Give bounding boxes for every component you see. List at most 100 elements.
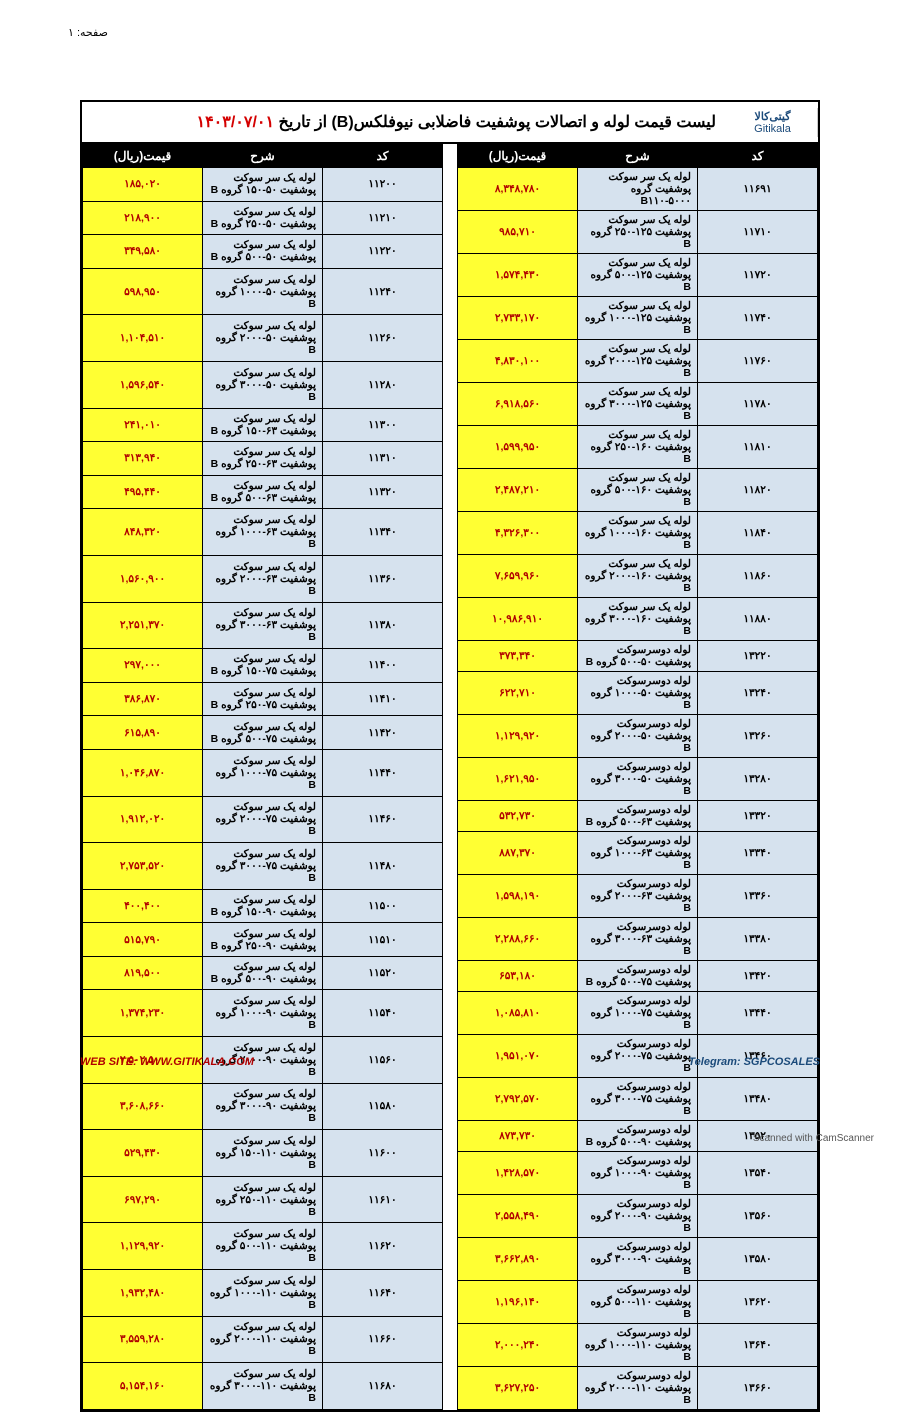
cell-price: ۱,۱۲۹,۹۲۰ [458, 715, 578, 758]
cell-code: ۱۱۴۶۰ [323, 796, 443, 843]
table-row: ۱۱۲۲۰لوله یک سر سوکت پوشفیت ۵۰-۵۰۰ گروه … [83, 235, 443, 269]
cell-code: ۱۱۲۰۰ [323, 168, 443, 202]
cell-price: ۱,۵۹۸,۱۹۰ [458, 875, 578, 918]
cell-code: ۱۱۸۶۰ [698, 555, 818, 598]
logo: گیتی‌کالا Gitikala [728, 108, 818, 137]
cell-price: ۱,۱۲۹,۹۲۰ [83, 1223, 203, 1270]
table-row: ۱۱۷۱۰لوله یک سر سوکت پوشفیت ۱۲۵-۲۵۰ گروه… [458, 211, 818, 254]
table-row: ۱۱۵۴۰لوله یک سر سوکت پوشفیت ۹۰-۱۰۰۰ گروه… [83, 990, 443, 1037]
footer: Telegram: SGPCOSALES WEB SITE: WWW.GITIK… [80, 1056, 820, 1068]
cell-price: ۴,۸۳۰,۱۰۰ [458, 340, 578, 383]
cell-price: ۳۸۶,۸۷۰ [83, 682, 203, 716]
cell-desc: لوله دوسرسوکت پوشفیت ۵۰-۲۰۰۰ گروه B [578, 715, 698, 758]
price-sheet: لیست قیمت لوله و اتصالات پوشفیت فاضلابی … [80, 100, 820, 1412]
cell-code: ۱۱۵۰۰ [323, 889, 443, 923]
cell-code: ۱۳۳۴۰ [698, 832, 818, 875]
table-row: ۱۳۳۶۰لوله دوسرسوکت پوشفیت ۶۳-۲۰۰۰ گروه B… [458, 875, 818, 918]
cell-price: ۲,۷۵۳,۵۲۰ [83, 843, 203, 890]
cell-desc: لوله یک سر سوکت پوشفیت ۷۵-۳۰۰۰ گروه B [203, 843, 323, 890]
cell-desc: لوله دوسرسوکت پوشفیت ۶۳-۳۰۰۰ گروه B [578, 918, 698, 961]
cell-price: ۲,۷۹۲,۵۷۰ [458, 1078, 578, 1121]
cell-code: ۱۳۲۴۰ [698, 672, 818, 715]
cell-desc: لوله یک سر سوکت پوشفیت ۱۲۵-۳۰۰۰ گروه B [578, 383, 698, 426]
cell-desc: لوله یک سر سوکت پوشفیت ۶۳-۳۰۰۰ گروه B [203, 602, 323, 649]
table-row: ۱۳۴۲۰لوله دوسرسوکت پوشفیت ۷۵-۵۰۰ گروه B۶… [458, 961, 818, 992]
cell-desc: لوله یک سر سوکت پوشفیت ۷۵-۲۵۰ گروه B [203, 682, 323, 716]
cell-code: ۱۱۶۹۱ [698, 168, 818, 211]
cell-desc: لوله دوسرسوکت پوشفیت ۵۰-۵۰۰ گروه B [578, 641, 698, 672]
cell-code: ۱۱۳۰۰ [323, 408, 443, 442]
table-row: ۱۱۸۱۰لوله یک سر سوکت پوشفیت ۱۶۰-۲۵۰ گروه… [458, 426, 818, 469]
table-row: ۱۳۶۲۰لوله دوسرسوکت پوشفیت ۱۱۰-۵۰۰ گروه B… [458, 1281, 818, 1324]
table-row: ۱۱۷۲۰لوله یک سر سوکت پوشفیت ۱۲۵-۵۰۰ گروه… [458, 254, 818, 297]
table-row: ۱۱۲۴۰لوله یک سر سوکت پوشفیت ۵۰-۱۰۰۰ گروه… [83, 268, 443, 315]
cell-price: ۲,۵۵۸,۴۹۰ [458, 1195, 578, 1238]
cell-code: ۱۱۲۴۰ [323, 268, 443, 315]
cell-price: ۲,۴۸۷,۲۱۰ [458, 469, 578, 512]
cell-price: ۷,۶۵۹,۹۶۰ [458, 555, 578, 598]
cell-desc: لوله یک سر سوکت پوشفیت ۹۰-۳۰۰۰ گروه B [203, 1083, 323, 1130]
cell-desc: لوله یک سر سوکت پوشفیت ۹۰-۱۰۰۰ گروه B [203, 990, 323, 1037]
cell-price: ۳۴۹,۵۸۰ [83, 235, 203, 269]
table-row: ۱۱۲۶۰لوله یک سر سوکت پوشفیت ۵۰-۲۰۰۰ گروه… [83, 315, 443, 362]
table-row: ۱۳۴۴۰لوله دوسرسوکت پوشفیت ۷۵-۱۰۰۰ گروه B… [458, 992, 818, 1035]
title-prefix: لیست قیمت لوله و اتصالات پوشفیت فاضلابی … [274, 114, 716, 131]
table-row: ۱۱۳۱۰لوله یک سر سوکت پوشفیت ۶۳-۲۵۰ گروه … [83, 442, 443, 476]
cell-desc: لوله یک سر سوکت پوشفیت ۱۲۵-۱۰۰۰ گروه B [578, 297, 698, 340]
cell-code: ۱۱۴۸۰ [323, 843, 443, 890]
cell-price: ۱,۵۹۹,۹۵۰ [458, 426, 578, 469]
cell-desc: لوله یک سر سوکت پوشفیت ۱۶۰-۳۰۰۰ گروه B [578, 598, 698, 641]
cell-price: ۳,۶۶۲,۸۹۰ [458, 1238, 578, 1281]
cell-code: ۱۱۲۱۰ [323, 201, 443, 235]
cell-price: ۴,۳۲۶,۳۰۰ [458, 512, 578, 555]
cell-desc: لوله دوسرسوکت پوشفیت ۵۰-۳۰۰۰ گروه B [578, 758, 698, 801]
table-row: ۱۱۵۸۰لوله یک سر سوکت پوشفیت ۹۰-۳۰۰۰ گروه… [83, 1083, 443, 1130]
cell-code: ۱۳۴۲۰ [698, 961, 818, 992]
cell-price: ۳,۶۲۷,۲۵۰ [458, 1367, 578, 1410]
cell-price: ۳,۶۰۸,۶۶۰ [83, 1083, 203, 1130]
col-header-code: کد [698, 145, 818, 168]
cell-desc: لوله دوسرسوکت پوشفیت ۹۰-۳۰۰۰ گروه B [578, 1238, 698, 1281]
cell-desc: لوله دوسرسوکت پوشفیت ۶۳-۵۰۰ گروه B [578, 801, 698, 832]
table-row: ۱۱۶۴۰لوله یک سر سوکت پوشفیت ۱۱۰-۱۰۰۰ گرو… [83, 1270, 443, 1317]
cell-desc: لوله دوسرسوکت پوشفیت ۹۰-۵۰۰ گروه B [578, 1121, 698, 1152]
cell-price: ۹۸۵,۷۱۰ [458, 211, 578, 254]
table-row: ۱۱۳۲۰لوله یک سر سوکت پوشفیت ۶۳-۵۰۰ گروه … [83, 475, 443, 509]
cell-code: ۱۱۶۴۰ [323, 1270, 443, 1317]
table-row: ۱۱۶۶۰لوله یک سر سوکت پوشفیت ۱۱۰-۲۰۰۰ گرو… [83, 1316, 443, 1363]
cell-price: ۵۲۹,۴۳۰ [83, 1130, 203, 1177]
cell-code: ۱۱۶۸۰ [323, 1363, 443, 1410]
cell-code: ۱۱۵۸۰ [323, 1083, 443, 1130]
cell-price: ۱۰,۹۸۶,۹۱۰ [458, 598, 578, 641]
table-row: ۱۱۵۱۰لوله یک سر سوکت پوشفیت ۹۰-۲۵۰ گروه … [83, 923, 443, 957]
table-row: ۱۱۴۸۰لوله یک سر سوکت پوشفیت ۷۵-۳۰۰۰ گروه… [83, 843, 443, 890]
table-row: ۱۱۳۶۰لوله یک سر سوکت پوشفیت ۶۳-۲۰۰۰ گروه… [83, 555, 443, 602]
table-row: ۱۱۷۶۰لوله یک سر سوکت پوشفیت ۱۲۵-۲۰۰۰ گرو… [458, 340, 818, 383]
table-row: ۱۱۶۰۰لوله یک سر سوکت پوشفیت ۱۱۰-۱۵۰ گروه… [83, 1130, 443, 1177]
table-row: ۱۱۴۰۰لوله یک سر سوکت پوشفیت ۷۵-۱۵۰ گروه … [83, 649, 443, 683]
cell-price: ۴۹۵,۴۴۰ [83, 475, 203, 509]
cell-price: ۱,۳۷۴,۲۳۰ [83, 990, 203, 1037]
cell-desc: لوله دوسرسوکت پوشفیت ۱۱۰-۵۰۰ گروه B [578, 1281, 698, 1324]
cell-code: ۱۱۷۸۰ [698, 383, 818, 426]
cell-desc: لوله دوسرسوکت پوشفیت ۷۵-۵۰۰ گروه B [578, 961, 698, 992]
cell-code: ۱۱۳۶۰ [323, 555, 443, 602]
cell-code: ۱۱۳۲۰ [323, 475, 443, 509]
table-row: ۱۳۲۶۰لوله دوسرسوکت پوشفیت ۵۰-۲۰۰۰ گروه B… [458, 715, 818, 758]
cell-price: ۳۷۳,۳۴۰ [458, 641, 578, 672]
cell-price: ۶۲۲,۷۱۰ [458, 672, 578, 715]
cell-desc: لوله دوسرسوکت پوشفیت ۱۱۰-۱۰۰۰ گروه B [578, 1324, 698, 1367]
cell-price: ۱,۵۷۴,۴۳۰ [458, 254, 578, 297]
cell-desc: لوله یک سر سوکت پوشفیت ۶۳-۲۰۰۰ گروه B [203, 555, 323, 602]
cell-price: ۱,۰۸۵,۸۱۰ [458, 992, 578, 1035]
sheet-title: لیست قیمت لوله و اتصالات پوشفیت فاضلابی … [82, 112, 728, 132]
cell-code: ۱۳۳۲۰ [698, 801, 818, 832]
cell-desc: لوله یک سر سوکت پوشفیت ۱۶۰-۱۰۰۰ گروه B [578, 512, 698, 555]
table-row: ۱۱۸۶۰لوله یک سر سوکت پوشفیت ۱۶۰-۲۰۰۰ گرو… [458, 555, 818, 598]
cell-code: ۱۱۲۲۰ [323, 235, 443, 269]
price-table-right: کد شرح قیمت(ریال) ۱۱۲۰۰لوله یک سر سوکت پ… [82, 144, 443, 1410]
table-row: ۱۱۶۸۰لوله یک سر سوکت پوشفیت ۱۱۰-۳۰۰۰ گرو… [83, 1363, 443, 1410]
cell-price: ۱,۹۳۲,۴۸۰ [83, 1270, 203, 1317]
cell-price: ۴۰۰,۴۰۰ [83, 889, 203, 923]
cell-price: ۱,۵۶۰,۹۰۰ [83, 555, 203, 602]
